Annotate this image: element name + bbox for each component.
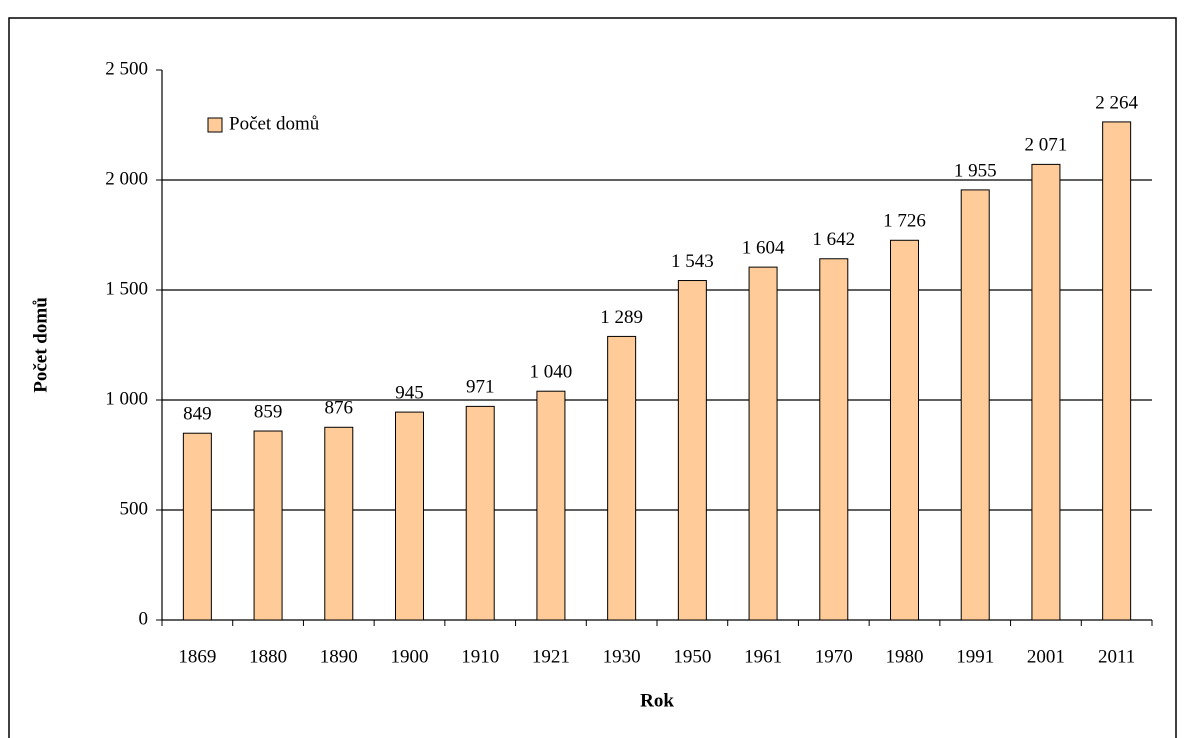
data-label: 2 071 — [1025, 135, 1068, 156]
bar — [465, 405, 495, 621]
data-label: 876 — [325, 398, 354, 419]
bar — [1031, 163, 1061, 621]
x-tick-label: 1900 — [391, 646, 429, 667]
legend-swatch — [207, 117, 223, 133]
y-tick-label: 500 — [120, 498, 149, 519]
bar — [607, 335, 637, 621]
data-label: 859 — [254, 401, 283, 422]
x-tick-label: 1930 — [603, 646, 641, 667]
bar — [677, 280, 707, 621]
data-label: 1 955 — [954, 160, 997, 181]
x-tick-label: 1921 — [532, 646, 570, 667]
y-tick-label: 2 500 — [105, 58, 148, 79]
x-tick-label: 1980 — [886, 646, 924, 667]
x-tick-label: 2001 — [1027, 646, 1065, 667]
x-tick-label: 1950 — [673, 646, 711, 667]
y-tick-label: 0 — [139, 608, 149, 629]
x-tick-label: 1910 — [461, 646, 499, 667]
y-tick-label: 1 000 — [105, 388, 148, 409]
x-tick-label: 1991 — [956, 646, 994, 667]
y-axis-label: Počet domů — [30, 297, 51, 393]
bar — [395, 411, 424, 621]
bar — [536, 390, 566, 621]
y-tick-label: 1 500 — [105, 278, 148, 299]
data-label: 1 289 — [600, 307, 643, 328]
data-label: 1 604 — [742, 237, 785, 258]
bar — [819, 258, 849, 621]
chart-frame — [8, 17, 1177, 738]
data-label: 1 642 — [812, 229, 855, 250]
x-tick-label: 1970 — [815, 646, 853, 667]
bar — [748, 266, 778, 621]
x-tick-label: 1869 — [178, 646, 216, 667]
data-label: 1 543 — [671, 251, 714, 272]
data-label: 2 264 — [1095, 92, 1138, 113]
x-axis-label: Rok — [640, 690, 674, 711]
bar — [253, 430, 283, 621]
x-tick-label: 1890 — [320, 646, 358, 667]
x-tick-label: 1880 — [249, 646, 287, 667]
bar — [182, 432, 212, 621]
data-label: 945 — [395, 382, 424, 403]
data-label: 1 040 — [530, 362, 573, 383]
x-tick-label: 1961 — [744, 646, 782, 667]
x-tick-label: 2011 — [1098, 646, 1135, 667]
y-tick-label: 2 000 — [105, 168, 148, 189]
bar — [1102, 121, 1132, 621]
bar — [890, 239, 919, 621]
legend-label: Počet domů — [229, 113, 320, 134]
data-label: 849 — [183, 404, 212, 425]
data-label: 1 726 — [883, 211, 926, 232]
bar — [960, 189, 990, 621]
data-label: 971 — [466, 377, 495, 398]
bar — [324, 426, 354, 621]
